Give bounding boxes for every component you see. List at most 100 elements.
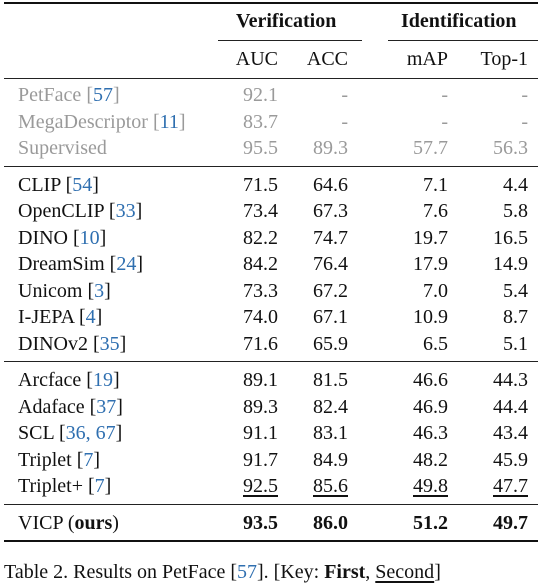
method-name: PetFace [57] — [18, 84, 120, 106]
citation-link[interactable]: 3 — [94, 279, 105, 302]
citation-link[interactable]: 57 — [92, 84, 113, 106]
col-header-auc: AUC — [235, 48, 278, 70]
col-header-map: mAP — [406, 48, 448, 70]
cell-map: - — [441, 84, 448, 106]
method-name: OpenCLIP [33] — [18, 200, 143, 222]
cell-top1: 16.5 — [493, 226, 528, 249]
method-name: Triplet+ [7] — [18, 475, 112, 497]
cell-acc: 85.6 — [313, 475, 348, 497]
citation-link[interactable]: 54 — [72, 173, 93, 196]
cell-acc: 65.9 — [313, 332, 348, 355]
method-label: Triplet+ — [18, 475, 83, 497]
method-name: VICP (ours) — [18, 511, 119, 534]
method-label: I-JEPA — [18, 306, 74, 328]
cell-map: 7.0 — [423, 279, 448, 302]
cell-map: 10.9 — [413, 306, 448, 328]
citation-link[interactable]: 7 — [94, 475, 105, 497]
caption-end: ] — [434, 561, 441, 583]
cell-acc: 81.5 — [313, 369, 348, 391]
cell-map: 46.6 — [413, 369, 448, 391]
citation-link[interactable]: 10 — [79, 226, 100, 249]
method-name: MegaDescriptor [11] — [18, 110, 186, 133]
citation-link[interactable]: 4 — [85, 306, 96, 328]
method-label: DreamSim — [18, 253, 105, 275]
cell-acc: 82.4 — [313, 395, 348, 418]
method-name: DINO [10] — [18, 226, 107, 249]
cell-map: 49.8 — [413, 475, 448, 497]
method-suffix: ours — [74, 511, 113, 534]
citation-link[interactable]: 7 — [83, 448, 94, 471]
cell-auc: 83.7 — [243, 110, 278, 133]
method-name: Unicom [3] — [18, 279, 111, 302]
col-header-top1: Top-1 — [480, 48, 528, 70]
method-name: Arcface [19] — [18, 369, 120, 391]
caption-citation[interactable]: 57 — [237, 561, 257, 583]
citation-link[interactable]: 35 — [99, 332, 120, 355]
method-label: DINOv2 — [18, 332, 88, 355]
cell-map: - — [441, 110, 448, 133]
cell-acc: 76.4 — [313, 253, 348, 275]
cell-acc: 67.1 — [313, 306, 348, 328]
method-label: DINO — [18, 226, 68, 249]
group-separator — [4, 165, 538, 167]
method-name: CLIP [54] — [18, 173, 99, 196]
cell-auc: 82.2 — [243, 226, 278, 249]
cell-top1: 47.7 — [493, 475, 528, 497]
cell-top1: - — [521, 110, 528, 133]
cell-auc: 91.1 — [243, 422, 278, 444]
cell-top1: 44.4 — [493, 395, 528, 418]
method-label: VICP — [18, 511, 63, 534]
cell-top1: - — [521, 84, 528, 106]
citation-link[interactable]: 24 — [116, 253, 137, 275]
method-name: Adaface [37] — [18, 395, 123, 418]
cell-map: 17.9 — [413, 253, 448, 275]
method-name: DINOv2 [35] — [18, 332, 127, 355]
cell-map: 46.9 — [413, 395, 448, 418]
top-rule — [4, 2, 538, 4]
cell-map: 19.7 — [413, 226, 448, 249]
verification-underline — [218, 40, 362, 41]
caption-sep: , — [365, 561, 376, 583]
bottom-rule — [4, 540, 538, 542]
cell-top1: 45.9 — [493, 448, 528, 471]
citation-link[interactable]: 19 — [92, 369, 113, 391]
cell-map: 7.1 — [423, 173, 448, 196]
method-label: Triplet — [18, 448, 72, 471]
cell-acc: 67.2 — [313, 279, 348, 302]
cell-acc: 84.9 — [313, 448, 348, 471]
citation-link[interactable]: 33 — [115, 200, 136, 222]
citation-link[interactable]: 11 — [159, 110, 179, 133]
cell-map: 51.2 — [413, 511, 448, 534]
cell-auc: 74.0 — [243, 306, 278, 328]
method-name: I-JEPA [4] — [18, 306, 103, 328]
cell-map: 57.7 — [413, 137, 448, 159]
citation-link[interactable]: 36, 67 — [65, 422, 116, 444]
method-label: SCL — [18, 422, 54, 444]
cell-auc: 73.4 — [243, 200, 278, 222]
cell-top1: 5.8 — [503, 200, 528, 222]
caption-mid: ]. [Key: — [257, 561, 325, 583]
cell-top1: 8.7 — [503, 306, 528, 328]
method-label: PetFace — [18, 84, 82, 106]
cell-top1: 56.3 — [493, 137, 528, 159]
cell-acc: - — [341, 110, 348, 133]
header-rule — [4, 78, 538, 79]
cell-map: 6.5 — [423, 332, 448, 355]
col-header-acc: ACC — [306, 48, 348, 70]
cell-acc: 83.1 — [313, 422, 348, 444]
cell-auc: 93.5 — [243, 511, 278, 534]
cell-auc: 92.5 — [243, 475, 278, 497]
cell-map: 48.2 — [413, 448, 448, 471]
group-header-identification: Identification — [401, 10, 517, 32]
cell-map: 46.3 — [413, 422, 448, 444]
cell-top1: 44.3 — [493, 369, 528, 391]
citation-link[interactable]: 37 — [96, 395, 117, 418]
cell-acc: 64.6 — [313, 173, 348, 196]
cell-top1: 4.4 — [503, 173, 528, 196]
method-name: SCL [36, 67] — [18, 422, 123, 444]
cell-map: 7.6 — [423, 200, 448, 222]
method-name: Supervised — [18, 135, 107, 161]
caption-first: First — [324, 561, 366, 583]
cell-acc: - — [341, 84, 348, 106]
cell-top1: 43.4 — [493, 422, 528, 444]
